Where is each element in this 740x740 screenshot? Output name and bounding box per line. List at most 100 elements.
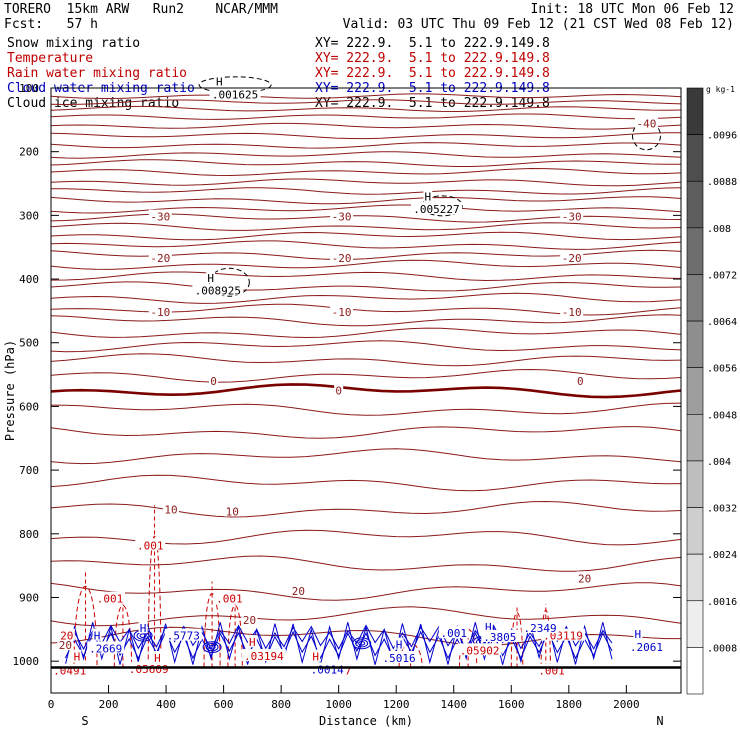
rain-label: 20 — [60, 630, 73, 643]
cloud-water-label-bg — [521, 621, 559, 634]
temperature-label: -40 — [637, 118, 657, 131]
temperature-label-bg — [148, 305, 172, 318]
isotherm — [50, 383, 682, 399]
isotherm — [51, 187, 682, 195]
rain-label-bg — [58, 628, 75, 641]
temperature-label-bg — [575, 373, 585, 386]
temperature-label-bg — [330, 305, 354, 318]
forecast-hour: Fcst: 57 h — [4, 17, 98, 32]
temperature-label-bg — [290, 584, 307, 597]
isotherm — [50, 167, 682, 177]
colorbar-swatch — [686, 600, 704, 648]
isotherm — [50, 402, 682, 416]
x-tick-label: 1800 — [556, 698, 583, 711]
temperature-label: -30 — [562, 211, 582, 224]
isotherm — [50, 500, 682, 518]
cloud-water-label: H — [635, 628, 642, 641]
temperature-label: 20 — [59, 639, 72, 652]
cloud-water-contour — [358, 641, 366, 646]
isotherm — [50, 281, 682, 292]
x-tick-label: 200 — [99, 698, 119, 711]
x-end-label-right: N — [656, 714, 663, 728]
temperature-label-bg — [148, 251, 172, 264]
colorbar-label: .0056 — [707, 364, 737, 375]
y-axis-label: Pressure (hPa) — [3, 340, 17, 441]
colorbar-label: .0088 — [707, 177, 737, 188]
colorbar: .0096 .0088 .008 .0072 .0064 .0056 .0048 .004 .0… — [686, 85, 737, 695]
cloud-water-label-bg — [92, 628, 102, 641]
isotherm — [50, 314, 682, 327]
temperature-label: 20 — [578, 572, 591, 585]
y-tick-label: 1000 — [13, 655, 40, 668]
init-time: Init: 18 UTC Mon 06 Feb 12 — [530, 2, 735, 17]
isotherm — [50, 448, 682, 465]
isotherm — [50, 122, 682, 130]
cloud-water-label: .5016 — [383, 652, 416, 665]
x-axis-label: Distance (km) — [319, 714, 413, 728]
colorbar-swatch — [686, 274, 704, 322]
field-xy-cloud-ice: XY= 222.9. 5.1 to 222.9.149.8 — [315, 96, 550, 111]
cloud-water-label-bg — [633, 626, 643, 639]
temperature-label: -30 — [332, 211, 352, 224]
cloud-ice-label: .001625 — [212, 88, 258, 101]
y-tick-label: 500 — [19, 337, 39, 350]
rain-label-bg — [72, 649, 82, 662]
colorbar-label: .0064 — [707, 317, 737, 328]
colorbar-label: .004 — [707, 457, 731, 468]
cloud-ice-label-bg — [209, 87, 261, 100]
colorbar-unit: g kg-1 — [706, 85, 735, 94]
y-tick-label: 900 — [19, 591, 39, 604]
temperature-label: 10 — [226, 506, 239, 519]
isotherm — [50, 159, 682, 167]
isotherm — [50, 426, 682, 439]
isotherm — [50, 142, 682, 149]
isotherm — [50, 582, 682, 601]
temperature-label-bg — [334, 383, 344, 396]
cloud-water-contour — [202, 641, 222, 654]
isotherm — [50, 204, 682, 214]
x-tick-label: 600 — [214, 698, 234, 711]
isotherm — [50, 271, 682, 282]
x-end-label-left: S — [81, 714, 88, 728]
isotherm — [50, 303, 682, 316]
colorbar-swatch — [686, 647, 704, 695]
x-tick-label: 1400 — [440, 698, 467, 711]
rain-contour — [147, 535, 162, 668]
colorbar-swatch — [686, 227, 704, 275]
temperature-label-bg — [576, 571, 593, 584]
isotherm — [50, 259, 682, 270]
cloud-ice-label: H — [216, 76, 223, 89]
cloud-ice-label: .008925 — [195, 285, 241, 298]
temperature-label-bg — [560, 305, 584, 318]
isotherm — [50, 292, 682, 304]
rain-label-bg — [241, 649, 286, 662]
cloud-water-label: H — [396, 639, 403, 652]
temperature-label-bg — [224, 504, 241, 517]
colorbar-label: .0072 — [707, 270, 737, 281]
isotherm — [50, 213, 682, 223]
cloud-water-label-bg — [438, 626, 469, 639]
cloud-water-label-bg — [394, 637, 404, 650]
isotherm — [50, 327, 682, 339]
cloud-water-label-bg — [138, 621, 148, 634]
colorbar-swatch — [686, 507, 704, 555]
x-tick-label: 800 — [271, 698, 291, 711]
isotherm — [50, 151, 682, 159]
isotherm — [50, 231, 682, 241]
temperature-label: -20 — [332, 252, 352, 265]
cloud-water-contour — [352, 637, 372, 650]
x-tick-label: 400 — [156, 698, 176, 711]
temperature-label-bg — [162, 502, 179, 515]
cloud-ice-label: H — [207, 272, 214, 285]
cloud-ice-label: H — [425, 190, 432, 203]
temperature-label: 0 — [335, 385, 342, 398]
cloud-ice-label-bg — [423, 189, 433, 202]
isotherm — [50, 240, 682, 250]
colorbar-swatch — [686, 553, 704, 602]
cloud-ice-label-bg — [214, 74, 224, 87]
isotherm — [50, 105, 682, 113]
colorbar-label: .0032 — [707, 504, 737, 515]
temperature-label: 10 — [164, 504, 177, 517]
